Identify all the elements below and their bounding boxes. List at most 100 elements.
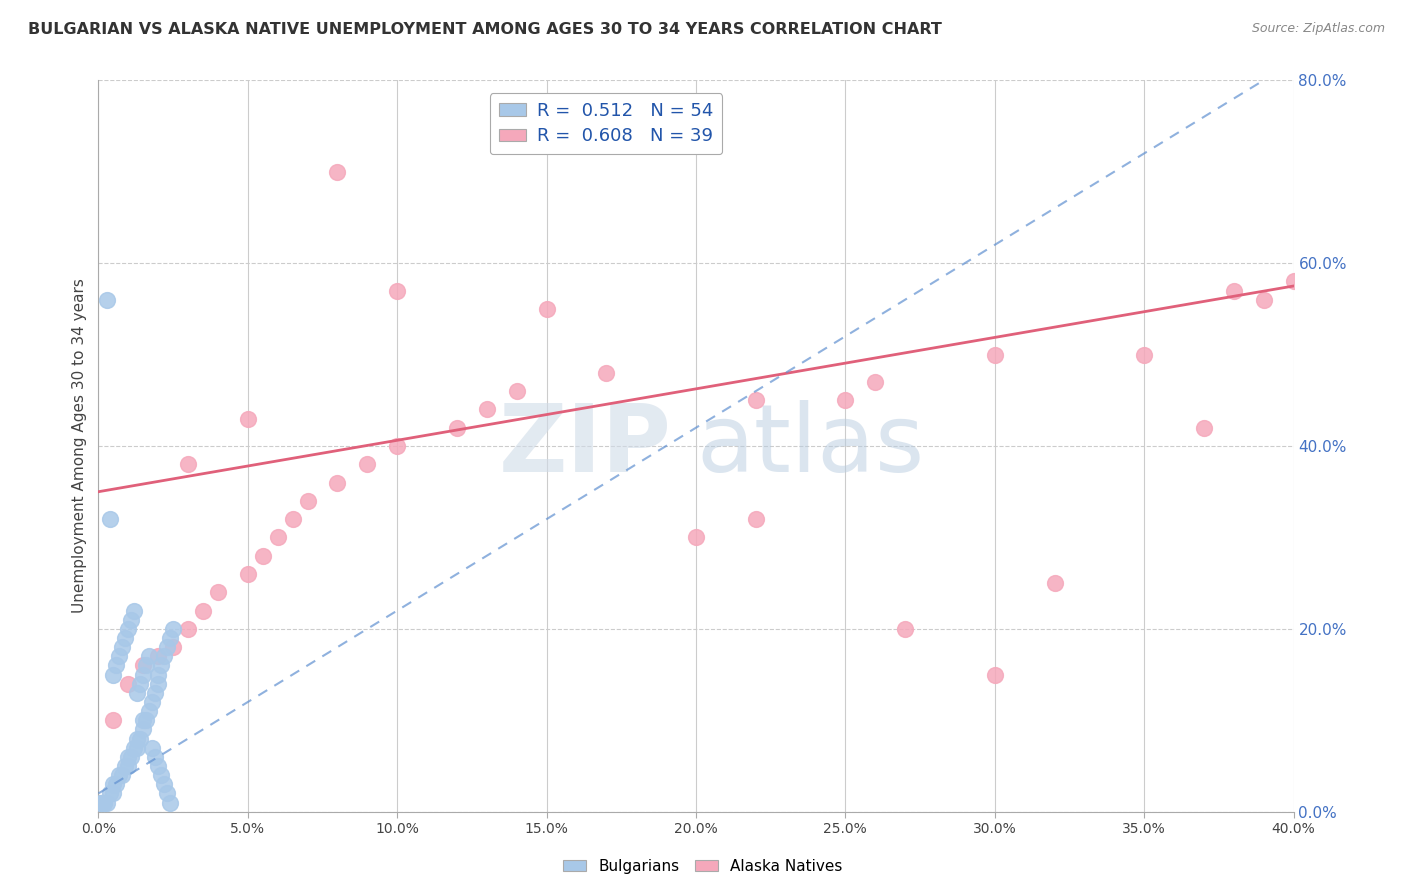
Point	[326, 475, 349, 490]
Point	[114, 631, 136, 645]
Point	[236, 411, 259, 425]
Point	[865, 375, 887, 389]
Point	[536, 301, 558, 316]
Y-axis label: Unemployment Among Ages 30 to 34 years: Unemployment Among Ages 30 to 34 years	[72, 278, 87, 614]
Point	[90, 796, 112, 810]
Point	[124, 740, 146, 755]
Point	[150, 658, 173, 673]
Point	[745, 393, 768, 408]
Point	[177, 457, 200, 471]
Point	[103, 714, 125, 728]
Point	[117, 622, 139, 636]
Point	[148, 759, 170, 773]
Point	[96, 796, 118, 810]
Point	[162, 622, 184, 636]
Point	[138, 704, 160, 718]
Point	[148, 649, 170, 664]
Point	[117, 676, 139, 690]
Point	[132, 658, 155, 673]
Point	[138, 649, 160, 664]
Legend: R =  0.512   N = 54, R =  0.608   N = 39: R = 0.512 N = 54, R = 0.608 N = 39	[489, 93, 723, 154]
Point	[135, 714, 157, 728]
Point	[103, 787, 125, 801]
Point	[156, 787, 179, 801]
Point	[124, 603, 146, 617]
Point	[117, 759, 139, 773]
Point	[127, 686, 149, 700]
Legend: Bulgarians, Alaska Natives: Bulgarians, Alaska Natives	[557, 853, 849, 880]
Point	[356, 457, 378, 471]
Point	[114, 759, 136, 773]
Point	[177, 622, 200, 636]
Point	[111, 640, 134, 655]
Point	[132, 667, 155, 681]
Point	[117, 749, 139, 764]
Point	[894, 622, 917, 636]
Point	[297, 494, 319, 508]
Point	[141, 695, 163, 709]
Point	[103, 777, 125, 791]
Point	[132, 723, 155, 737]
Point	[132, 714, 155, 728]
Point	[108, 649, 131, 664]
Point	[267, 530, 290, 544]
Point	[162, 640, 184, 655]
Point	[103, 667, 125, 681]
Point	[1133, 347, 1156, 362]
Point	[90, 796, 112, 810]
Point	[141, 740, 163, 755]
Point	[745, 512, 768, 526]
Text: atlas: atlas	[696, 400, 924, 492]
Point	[148, 676, 170, 690]
Point	[153, 649, 176, 664]
Point	[984, 667, 1007, 681]
Point	[156, 640, 179, 655]
Point	[236, 567, 259, 582]
Point	[159, 796, 181, 810]
Point	[446, 421, 468, 435]
Point	[135, 658, 157, 673]
Point	[143, 686, 166, 700]
Point	[105, 658, 128, 673]
Point	[984, 347, 1007, 362]
Point	[150, 768, 173, 782]
Point	[385, 284, 409, 298]
Point	[127, 740, 149, 755]
Point	[111, 768, 134, 782]
Point	[96, 293, 118, 307]
Point	[595, 366, 617, 380]
Point	[93, 796, 115, 810]
Point	[475, 402, 498, 417]
Point	[127, 731, 149, 746]
Point	[191, 603, 214, 617]
Point	[1043, 576, 1066, 591]
Point	[153, 777, 176, 791]
Text: BULGARIAN VS ALASKA NATIVE UNEMPLOYMENT AMONG AGES 30 TO 34 YEARS CORRELATION CH: BULGARIAN VS ALASKA NATIVE UNEMPLOYMENT …	[28, 22, 942, 37]
Point	[252, 549, 274, 563]
Point	[98, 512, 122, 526]
Point	[129, 676, 152, 690]
Point	[685, 530, 707, 544]
Point	[105, 777, 128, 791]
Point	[129, 731, 152, 746]
Point	[1223, 284, 1246, 298]
Text: Source: ZipAtlas.com: Source: ZipAtlas.com	[1251, 22, 1385, 36]
Point	[506, 384, 529, 398]
Point	[834, 393, 856, 408]
Point	[1192, 421, 1215, 435]
Text: ZIP: ZIP	[499, 400, 672, 492]
Point	[148, 667, 170, 681]
Point	[120, 613, 142, 627]
Point	[98, 787, 122, 801]
Point	[281, 512, 304, 526]
Point	[93, 796, 115, 810]
Point	[143, 749, 166, 764]
Point	[159, 631, 181, 645]
Point	[108, 768, 131, 782]
Point	[385, 439, 409, 453]
Point	[1282, 275, 1305, 289]
Point	[326, 164, 349, 178]
Point	[1253, 293, 1275, 307]
Point	[120, 749, 142, 764]
Point	[207, 585, 229, 599]
